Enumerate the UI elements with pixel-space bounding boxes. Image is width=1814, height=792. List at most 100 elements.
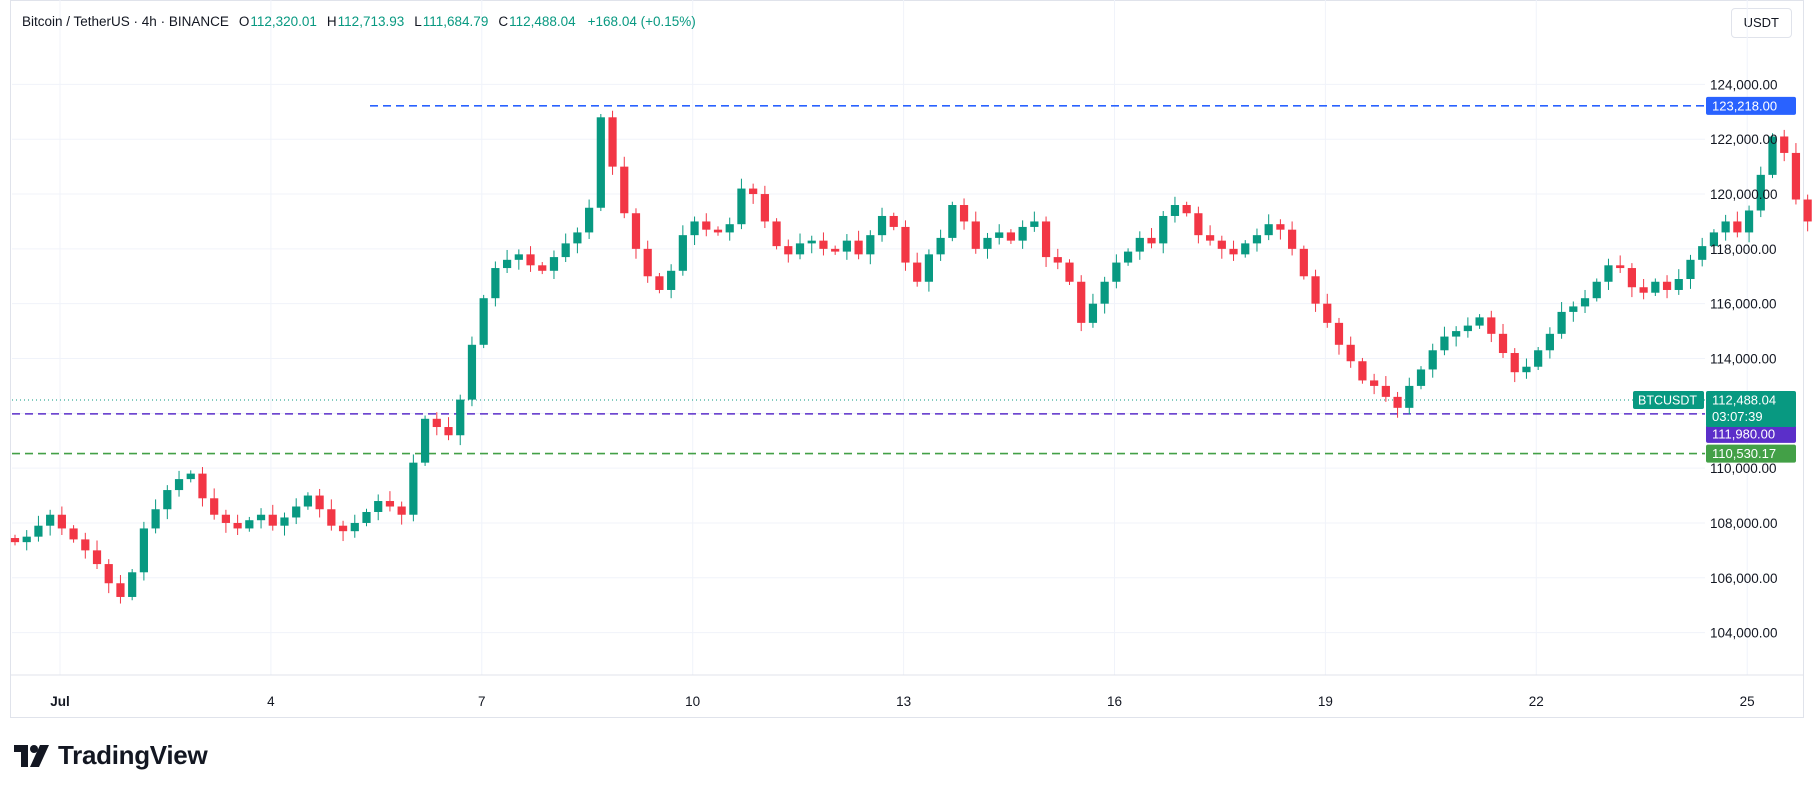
candle — [1487, 310, 1496, 343]
level-tag-green: 110,530.17 — [1706, 444, 1796, 463]
candle-body — [725, 224, 734, 233]
candle — [702, 213, 711, 237]
candle-body — [1018, 226, 1027, 241]
candle — [1018, 220, 1027, 249]
last-price-tag-bg — [1706, 390, 1796, 427]
candle-body — [34, 525, 43, 537]
candle-body — [913, 262, 922, 282]
candle — [1639, 279, 1648, 300]
candle — [10, 534, 20, 546]
chart-frame[interactable] — [10, 0, 1804, 718]
candle — [1627, 263, 1637, 298]
level-tag-blue: 123,218.00 — [1706, 96, 1796, 115]
candle — [409, 454, 418, 522]
candle-body — [585, 207, 594, 233]
candle-body — [877, 215, 887, 236]
candle — [245, 516, 254, 532]
candle-body — [151, 509, 160, 529]
candle — [46, 509, 55, 536]
candle-body — [139, 528, 148, 573]
candle-body — [1803, 199, 1812, 222]
candle — [92, 540, 102, 570]
candle — [1065, 259, 1074, 286]
candle-body — [1452, 331, 1461, 337]
candle-body — [1194, 213, 1203, 236]
candle — [1416, 366, 1426, 390]
open-value: 112,320.01 — [250, 14, 317, 29]
candle-body — [678, 235, 687, 271]
candle-body — [327, 509, 336, 526]
candle-body — [807, 240, 816, 244]
candle — [233, 514, 242, 536]
y-tick-label: 108,000.00 — [1710, 516, 1778, 531]
candle-body — [901, 226, 910, 263]
candle — [491, 261, 500, 307]
candle-body — [256, 514, 266, 521]
candle — [667, 264, 676, 299]
open-label: O — [238, 14, 250, 29]
candle — [210, 488, 219, 520]
candle-body — [1147, 237, 1156, 244]
candle — [104, 559, 113, 594]
candle-body — [69, 528, 78, 540]
candle-body — [1756, 174, 1765, 211]
candle — [1698, 237, 1707, 267]
candle — [1674, 269, 1683, 295]
candle — [690, 216, 699, 246]
candle-body — [245, 520, 254, 529]
currency-button[interactable]: USDT — [1730, 8, 1792, 38]
candle — [34, 515, 43, 542]
candle — [479, 294, 488, 349]
candle — [983, 232, 992, 259]
candle-body — [1510, 353, 1519, 373]
candle — [420, 415, 430, 466]
time-axis[interactable]: Jul4710131619222528Aug4710131619222528Se… — [50, 694, 1814, 709]
price-axis[interactable]: 104,000.00 106,000.00 108,000.00 110,000.00… — [1710, 77, 1778, 640]
horizontal-levels[interactable] — [12, 105, 1705, 455]
candle-body — [995, 232, 1004, 238]
candle — [1323, 293, 1332, 328]
candle — [549, 250, 559, 280]
candle-body — [1323, 303, 1332, 323]
candle-body — [1299, 248, 1308, 277]
candle — [1686, 254, 1695, 289]
candle — [620, 156, 629, 219]
candle — [1264, 214, 1273, 241]
tradingview-logo[interactable]: TradingView — [14, 740, 208, 771]
candle — [303, 492, 313, 510]
candle-body — [737, 188, 746, 225]
high-value: 112,713.93 — [337, 14, 405, 29]
candle-body — [643, 248, 652, 277]
candles — [10, 110, 1812, 604]
candle-body — [174, 479, 184, 491]
x-tick-label: 13 — [896, 694, 911, 709]
candle — [1440, 326, 1449, 356]
candle-body — [1393, 396, 1402, 408]
high-field: H 112,713.93 — [327, 14, 404, 29]
candlestick-chart[interactable]: 104,000.00 106,000.00 108,000.00 110,000.00… — [0, 0, 1814, 718]
candle-body — [1463, 325, 1472, 332]
candle-body — [1100, 281, 1109, 304]
candle — [1381, 376, 1390, 402]
candle-body — [655, 276, 664, 290]
candle — [795, 233, 805, 260]
candle-body — [983, 237, 992, 249]
candle-body — [116, 583, 125, 597]
candle-body — [92, 550, 102, 565]
candle — [1077, 275, 1086, 332]
symbol-title[interactable]: Bitcoin / TetherUS · 4h · BINANCE — [22, 14, 229, 29]
candle — [819, 232, 828, 256]
candle-body — [432, 418, 441, 428]
y-tick-label: 106,000.00 — [1710, 571, 1778, 586]
candle — [1405, 377, 1414, 415]
candle — [374, 494, 383, 521]
countdown-timer: 03:07:39 — [1712, 409, 1763, 424]
candle-body — [456, 399, 465, 436]
candle-body — [561, 243, 570, 258]
candle — [1100, 276, 1109, 314]
candle-body — [1311, 276, 1320, 304]
candle-body — [842, 240, 851, 252]
x-tick-label: 16 — [1107, 694, 1122, 709]
high-label: H — [326, 14, 337, 29]
candle — [1569, 301, 1578, 322]
